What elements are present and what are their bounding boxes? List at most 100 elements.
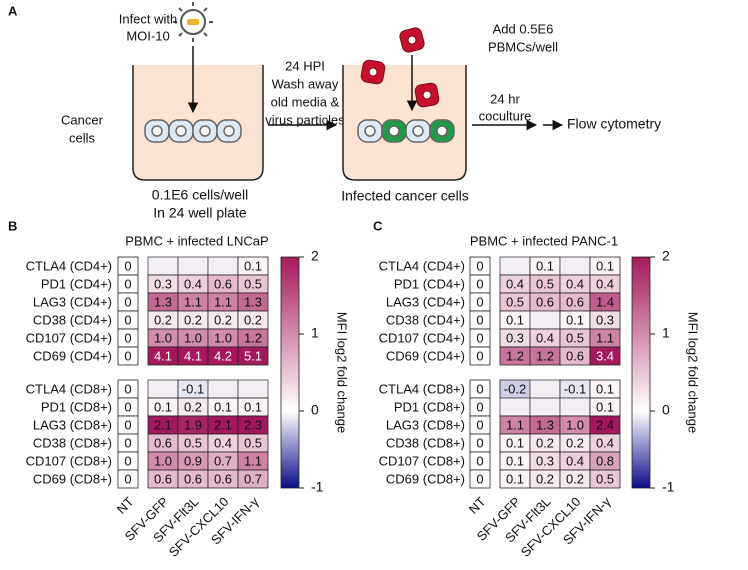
label: old media & bbox=[271, 94, 340, 109]
row-label: CTLA4 (CD4+) bbox=[379, 258, 465, 273]
cell-label: 0.2 bbox=[566, 435, 584, 450]
cell-label: 0.2 bbox=[214, 312, 232, 327]
cell-label: 0.4 bbox=[596, 276, 614, 291]
cell-label: 2.3 bbox=[244, 417, 262, 432]
cell-label: 3.4 bbox=[596, 348, 614, 363]
cell-label: 0.1 bbox=[244, 399, 262, 414]
cell-label: 0.3 bbox=[506, 330, 524, 345]
row-label: CD69 (CD4+) bbox=[386, 348, 465, 363]
cell-label: 0.5 bbox=[244, 276, 262, 291]
pbmcs bbox=[360, 27, 440, 108]
cell-label: 0.5 bbox=[536, 276, 554, 291]
empty-cell bbox=[529, 397, 561, 417]
label: Flow cytometry bbox=[567, 116, 661, 132]
colorbar-tick-label: -1 bbox=[662, 479, 675, 495]
cell-label: 2.1 bbox=[154, 417, 172, 432]
cell-label: 1.2 bbox=[244, 330, 262, 345]
cell-label: 4.1 bbox=[184, 348, 202, 363]
label: MOI-10 bbox=[126, 28, 169, 43]
cell-label: 0.2 bbox=[536, 471, 554, 486]
cell-label: -0.1 bbox=[564, 381, 586, 396]
row-label: CD107 (CD8+) bbox=[26, 453, 112, 468]
cell-label: 0.1 bbox=[506, 471, 524, 486]
empty-cell bbox=[207, 256, 239, 276]
cell-label: 0 bbox=[124, 294, 131, 309]
cell-label: 0.1 bbox=[244, 258, 262, 273]
cell-label: 0.2 bbox=[184, 399, 202, 414]
row-label: CTLA4 (CD8+) bbox=[26, 381, 112, 396]
cell-label: 1.2 bbox=[506, 348, 524, 363]
label: coculture bbox=[479, 108, 532, 123]
row-label: LAG3 (CD4+) bbox=[386, 294, 465, 309]
cancer-cells bbox=[144, 119, 242, 143]
cell-label: 0 bbox=[476, 312, 483, 327]
cell-label: 0 bbox=[124, 348, 131, 363]
row-label: CD38 (CD4+) bbox=[386, 312, 465, 327]
empty-cell bbox=[529, 379, 561, 399]
row-label: CD38 (CD4+) bbox=[33, 312, 112, 327]
panel-letter: A bbox=[8, 3, 18, 18]
cell-label: 0.1 bbox=[214, 399, 232, 414]
cell bbox=[117, 346, 139, 366]
empty-cell bbox=[499, 256, 531, 276]
cell-label: 0 bbox=[476, 435, 483, 450]
cell-label: 0.5 bbox=[596, 471, 614, 486]
cell-label: 0.3 bbox=[154, 276, 172, 291]
empty-cell bbox=[559, 397, 591, 417]
label: 24 hr bbox=[490, 91, 520, 106]
cell-label: 0 bbox=[476, 348, 483, 363]
cell-label: 0.1 bbox=[596, 381, 614, 396]
label: Cancer bbox=[61, 112, 104, 127]
cell-label: 0.4 bbox=[566, 276, 584, 291]
colorbar-tick-label: 0 bbox=[311, 402, 319, 418]
row-label: CD107 (CD4+) bbox=[26, 330, 112, 345]
panel-letter: B bbox=[8, 218, 17, 233]
cell-label: 0 bbox=[124, 276, 131, 291]
empty-cell bbox=[529, 310, 561, 330]
cell-label: 0.5 bbox=[184, 435, 202, 450]
cell-label: 0.5 bbox=[566, 330, 584, 345]
row-label: CD38 (CD8+) bbox=[33, 435, 112, 450]
x-tick-label: NT bbox=[466, 494, 489, 517]
cell-label: 0.1 bbox=[566, 312, 584, 327]
cell-label: 0.6 bbox=[214, 276, 232, 291]
cell bbox=[469, 346, 491, 366]
cell-label: 0.3 bbox=[536, 453, 554, 468]
x-tick-label: NT bbox=[114, 494, 137, 517]
cell-label: 0 bbox=[124, 453, 131, 468]
colorbar-tick-label: 1 bbox=[311, 325, 319, 341]
cell-label: 5.1 bbox=[244, 348, 262, 363]
cell-label: 0.1 bbox=[506, 435, 524, 450]
cell-label: 0.6 bbox=[536, 294, 554, 309]
cell-label: 0 bbox=[124, 471, 131, 486]
cell-label: 1.3 bbox=[536, 417, 554, 432]
row-label: CD107 (CD8+) bbox=[379, 453, 465, 468]
empty-cell bbox=[559, 256, 591, 276]
cell-label: 1.1 bbox=[244, 453, 262, 468]
cell-label: 1.0 bbox=[566, 417, 584, 432]
label: Wash away bbox=[272, 76, 339, 91]
panel-letter: C bbox=[373, 218, 383, 233]
cell-label: 0.6 bbox=[566, 348, 584, 363]
cell-label: 1.0 bbox=[154, 330, 172, 345]
row-label: PD1 (CD4+) bbox=[41, 276, 112, 291]
cell-label: 2.1 bbox=[214, 417, 232, 432]
cell-label: 1.3 bbox=[244, 294, 262, 309]
cell-label: 1.1 bbox=[184, 294, 202, 309]
label: virus particles bbox=[265, 112, 345, 127]
cell-label: 0.4 bbox=[214, 435, 232, 450]
cell-label: 1.0 bbox=[214, 330, 232, 345]
row-label: CD69 (CD8+) bbox=[386, 471, 465, 486]
cell-label: -0.2 bbox=[504, 381, 526, 396]
cell-label: 0.1 bbox=[506, 312, 524, 327]
cell-label: 0.5 bbox=[506, 294, 524, 309]
row-label: PD1 (CD4+) bbox=[394, 276, 465, 291]
cell-label: 0.2 bbox=[566, 471, 584, 486]
cell-label: 1.3 bbox=[154, 294, 172, 309]
cell-label: 0.5 bbox=[244, 435, 262, 450]
cell-label: 0.6 bbox=[566, 294, 584, 309]
colorbar bbox=[280, 256, 300, 489]
colorbar-tick-label: -1 bbox=[311, 479, 324, 495]
chart-title: PBMC + infected LNCaP bbox=[125, 233, 268, 248]
